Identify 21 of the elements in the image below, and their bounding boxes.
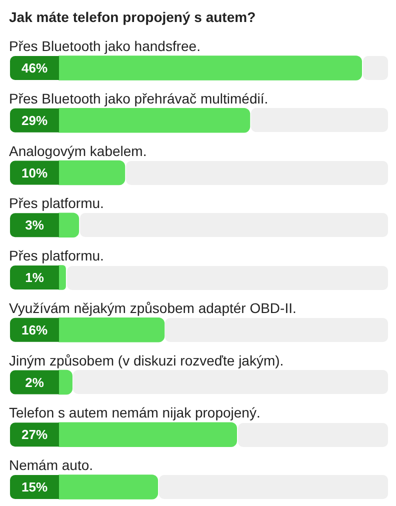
- data-label: 46%: [21, 60, 48, 76]
- bar: [58, 370, 72, 395]
- chart-title: Jak máte telefon propojený s autem?: [9, 9, 256, 25]
- y-tick-label: Přes Bluetooth jako handsfree.: [9, 38, 200, 54]
- y-tick-label: Přes Bluetooth jako přehrávač multimédií.: [9, 90, 268, 106]
- data-label: 2%: [25, 374, 44, 390]
- y-tick-label: Využívám nějakým způsobem adaptér OBD-II.: [9, 300, 296, 316]
- y-tick-label: Analogovým kabelem.: [9, 142, 147, 159]
- y-tick-label: Přes platformu.: [9, 195, 104, 212]
- data-label: 1%: [25, 270, 44, 286]
- y-tick-label: Telefon s autem nemám nijak propojený.: [9, 404, 260, 421]
- y-tick-label: Nemám auto.: [9, 457, 94, 473]
- y-tick-label: Jiným způsobem (v diskuzi rozveďte jakým).: [9, 352, 284, 368]
- y-tick-label: Přes platformu.: [9, 248, 104, 264]
- data-label: 10%: [21, 165, 48, 180]
- data-label: 15%: [21, 480, 48, 495]
- bar: [58, 265, 66, 290]
- data-label: 29%: [21, 112, 48, 128]
- data-label: 3%: [25, 218, 44, 233]
- data-label: 27%: [21, 427, 48, 442]
- data-label: 16%: [21, 322, 48, 338]
